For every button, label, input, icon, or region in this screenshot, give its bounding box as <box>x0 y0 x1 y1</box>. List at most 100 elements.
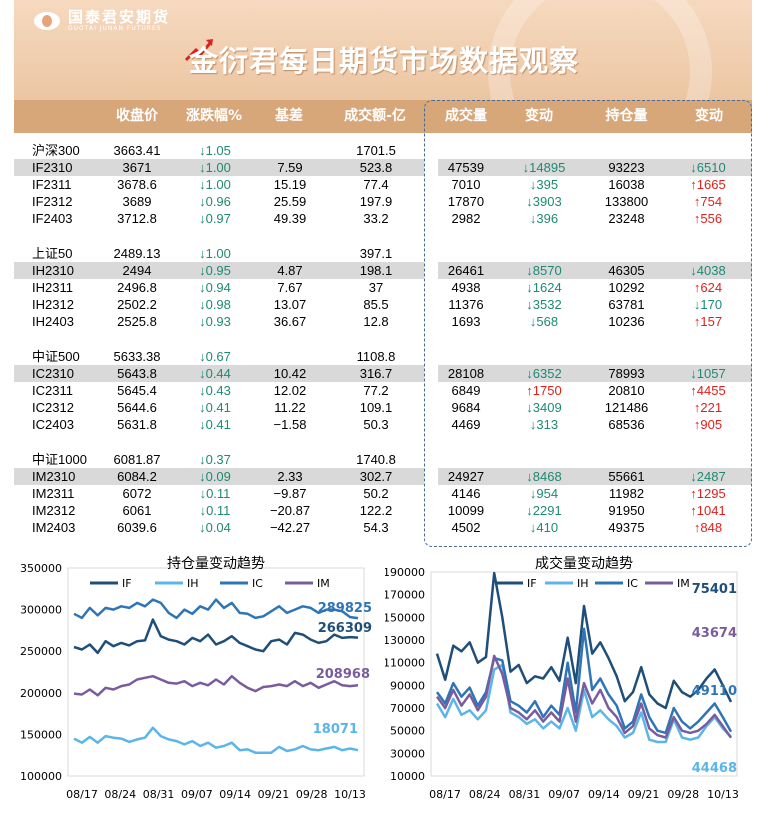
brand-name-cn: 国泰君安期货 <box>68 8 171 26</box>
cell-oi: 23248 <box>608 211 645 226</box>
legend-label-im: IM <box>677 577 690 590</box>
cell-chg: ↓0.94 <box>199 280 231 295</box>
table-row: IM2403 6039.6 ↓0.04 −42.27 54.3 4502 ↓410 49375… <box>14 519 752 536</box>
cell-oi: 93223 <box>608 160 645 175</box>
series-line-im <box>73 674 359 697</box>
cell-basis <box>254 142 326 159</box>
y-tick-label: 30000 <box>390 747 425 760</box>
end-label-if: 75401 <box>692 582 737 597</box>
cell-close: 3678.6 <box>117 177 157 192</box>
table-header: 收盘价 涨跌幅% 基差 成交额-亿 成交量 变动 持仓量 变动 <box>14 100 752 133</box>
cell-name: IF2311 <box>32 177 72 192</box>
table-row: 上证50 2489.13 ↓1.00 397.1 <box>14 245 752 262</box>
table-row: IF2403 3712.8 ↓0.97 49.39 33.2 2982 ↓396 23248 ↑… <box>14 210 752 227</box>
cell-vol: 10099 <box>447 503 485 518</box>
cell-vol-chg: ↓3532 <box>526 297 562 312</box>
x-tick-label: 09/07 <box>548 788 580 801</box>
cell-oi: 63781 <box>608 297 645 312</box>
table-row: IF2311 3678.6 ↓1.00 15.19 77.4 7010 ↓395 16038 ↑… <box>14 176 752 193</box>
plot-frame <box>67 567 365 777</box>
cell-close: 5645.4 <box>117 383 157 398</box>
cell-close: 5643.8 <box>117 366 157 381</box>
cell-oi-chg: ↑1041 <box>690 503 726 518</box>
cell-close: 3689 <box>122 194 152 209</box>
cell-name: IC2403 <box>32 417 74 432</box>
table-row: IC2403 5631.8 ↓0.41 −1.58 50.3 4469 ↓313 68536 ↑… <box>14 416 752 433</box>
cell-amount: 33.2 <box>363 211 389 226</box>
cell-name: IF2403 <box>32 211 73 226</box>
cell-chg: ↓0.95 <box>199 263 231 278</box>
legend-label-im: IM <box>317 577 330 590</box>
cell-basis: −1.58 <box>273 417 307 432</box>
y-tick-label: 190000 <box>385 566 425 579</box>
cell-name: IM2310 <box>32 469 76 484</box>
cell-vol: 47539 <box>447 160 485 175</box>
cell-amount: 50.3 <box>363 417 389 432</box>
table-row: 中证500 5633.38 ↓0.67 1108.8 <box>14 348 752 365</box>
cell-vol-chg: ↓954 <box>529 486 559 501</box>
col-close: 收盘价 <box>116 108 158 124</box>
table-row: IC2312 5644.6 ↓0.41 11.22 109.1 9684 ↓3409 1214… <box>14 399 752 416</box>
cell-chg: ↓0.09 <box>199 469 231 484</box>
col-volume-change: 变动 <box>525 108 553 124</box>
cell-amount: 85.5 <box>363 297 389 312</box>
cell-basis <box>254 245 326 262</box>
table-row: IH2311 2496.8 ↓0.94 7.67 37 4938 ↓1624 10292 ↑62… <box>14 279 752 296</box>
cell-amount: 198.1 <box>359 263 393 278</box>
cell-chg: ↓0.41 <box>199 400 231 415</box>
cell-chg: ↓0.96 <box>199 194 231 209</box>
cell-amount: 316.7 <box>359 366 393 381</box>
cell-amount: 54.3 <box>363 520 389 535</box>
table-row: IM2312 6061 ↓0.11 −20.87 122.2 10099 ↓2291 9195… <box>14 502 752 519</box>
x-tick-label: 08/31 <box>509 788 541 801</box>
cell-oi-chg: ↓6510 <box>690 160 726 175</box>
y-tick-label: 130000 <box>385 634 425 647</box>
cell-oi-chg: ↑754 <box>693 194 723 209</box>
cell-oi-chg: ↑1665 <box>690 177 726 192</box>
cell-basis <box>254 348 326 365</box>
cell-vol: 4146 <box>451 486 481 501</box>
cell-chg: ↓1.05 <box>199 143 231 158</box>
legend-label-ic: IC <box>627 577 638 590</box>
cell-vol: 7010 <box>451 177 481 192</box>
series-line-if <box>435 571 733 710</box>
cell-basis: 11.22 <box>274 400 306 415</box>
table-row: IC2310 5643.8 ↓0.44 10.42 316.7 28108 ↓6352 789… <box>14 365 752 382</box>
table-row: IM2311 6072 ↓0.11 −9.87 50.2 4146 ↓954 11982 ↑12… <box>14 485 752 502</box>
cell-oi-chg: ↑848 <box>693 520 723 535</box>
cell-basis: 25.59 <box>273 194 307 209</box>
cell-oi: 49375 <box>608 520 645 535</box>
cell-oi: 10292 <box>608 280 645 295</box>
cell-chg: ↓0.11 <box>199 503 231 518</box>
rising-arrow-icon <box>184 39 213 62</box>
end-label-if: 266309 <box>318 621 372 636</box>
cell-name: IH2403 <box>32 314 74 329</box>
cell-close: 5633.38 <box>113 349 161 364</box>
legend-label-ih: IH <box>187 577 199 590</box>
end-label-ic: 289825 <box>318 601 372 616</box>
y-tick-label: 300000 <box>20 604 62 617</box>
x-tick-label: 08/24 <box>104 788 136 801</box>
volume-trend-chart: 成交量变动趋势 IF IH IC IM 10000 30000 50000 70000 90000… <box>385 555 739 801</box>
cell-oi: 20810 <box>608 383 645 398</box>
cell-amount: 37 <box>368 280 384 295</box>
cell-oi-chg: ↑1295 <box>690 486 726 501</box>
cell-amount: 302.7 <box>359 469 393 484</box>
cell-chg: ↓0.11 <box>199 486 231 501</box>
cell-amount: 1108.8 <box>356 349 396 364</box>
cell-basis: 4.87 <box>277 263 303 278</box>
cell-name: IH2311 <box>32 280 73 295</box>
cell-chg: ↓0.43 <box>199 383 231 398</box>
cell-oi: 91950 <box>608 503 645 518</box>
cell-name: IH2310 <box>32 263 74 278</box>
end-label-ih: 44468 <box>692 761 737 776</box>
cell-vol: 4938 <box>451 280 481 295</box>
cell-chg: ↓0.98 <box>199 297 231 312</box>
x-tick-label: 09/21 <box>628 788 660 801</box>
cell-amount: 122.2 <box>359 503 393 518</box>
cell-vol-chg: ↓395 <box>529 177 559 192</box>
cell-oi-chg: ↑624 <box>693 280 723 295</box>
table-row: IH2310 2494 ↓0.95 4.87 198.1 26461 ↓8570 46305 ↓… <box>14 262 752 279</box>
cell-close: 3671 <box>122 160 152 175</box>
cell-amount: 1740.8 <box>356 452 396 467</box>
